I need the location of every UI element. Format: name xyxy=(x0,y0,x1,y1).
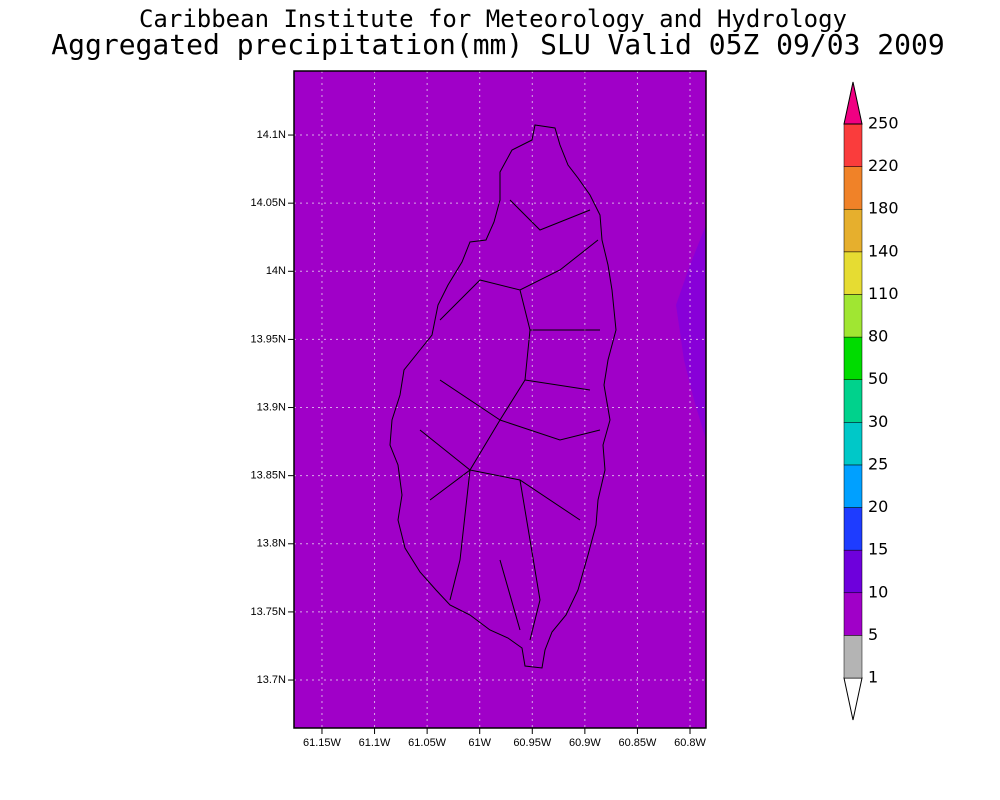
contour-region xyxy=(676,225,706,440)
colorbar-segment xyxy=(843,379,863,423)
colorbar-segment xyxy=(843,123,863,167)
coastline xyxy=(389,124,617,669)
x-tick-label: 60.8W xyxy=(674,737,706,749)
colorbar-segment xyxy=(843,294,863,338)
colorbar-label: 50 xyxy=(868,369,888,388)
island xyxy=(389,124,617,669)
colorbar-label: 15 xyxy=(868,540,888,559)
colorbar-label: 1 xyxy=(868,668,878,687)
x-tick-label: 60.85W xyxy=(618,737,657,749)
y-tick-label: 14.1N xyxy=(257,129,286,141)
x-tick-label: 60.95W xyxy=(513,737,552,749)
x-tick-label: 60.9W xyxy=(569,737,601,749)
y-tick-label: 13.95N xyxy=(251,333,287,345)
y-tick-label: 13.7N xyxy=(257,674,286,686)
colorbar-segment xyxy=(843,592,863,636)
title: Caribbean Institute for Meteorology and … xyxy=(139,5,847,33)
x-tick-label: 61.05W xyxy=(408,737,447,749)
y-tick-label: 13.85N xyxy=(251,470,287,482)
colorbar-label: 20 xyxy=(868,497,888,516)
colorbar-label: 180 xyxy=(868,199,899,218)
colorbar-extend-high xyxy=(843,81,863,125)
colorbar-segment xyxy=(843,336,863,380)
colorbar-label: 5 xyxy=(868,625,878,644)
y-tick-label: 13.9N xyxy=(257,401,286,413)
map-frame xyxy=(293,70,707,729)
colorbar-segment xyxy=(843,635,863,679)
colorbar-segment xyxy=(843,251,863,295)
colorbar-segment xyxy=(843,507,863,551)
colorbar-label: 10 xyxy=(868,582,888,601)
x-tick-label: 61.15W xyxy=(303,737,342,749)
axes: 61.15W 61.1W 61.05W 61W 60.95W 60.9W 60.85W 60.… xyxy=(251,129,707,749)
colorbar-label: 140 xyxy=(868,241,899,260)
colorbar-segment xyxy=(843,549,863,594)
colorbar-label: 80 xyxy=(868,327,888,346)
map-background xyxy=(294,71,706,728)
y-tick-label: 14.05N xyxy=(251,197,287,209)
subtitle: Aggregated precipitation(mm) SLU Valid 0… xyxy=(51,28,944,61)
colorbar-segment xyxy=(843,422,863,466)
colorbar-extend-low xyxy=(843,677,863,721)
y-tick-label: 13.8N xyxy=(257,538,286,550)
y-tick-label: 14N xyxy=(266,265,286,277)
y-tick-label: 13.75N xyxy=(251,606,287,618)
colorbar-label: 220 xyxy=(868,156,899,175)
x-tick-label: 61W xyxy=(468,737,491,749)
colorbar-segment xyxy=(843,208,863,253)
colorbar-segment xyxy=(843,166,863,210)
colorbar-label: 250 xyxy=(868,114,899,133)
rivers xyxy=(419,199,601,641)
colorbar-segment xyxy=(843,464,863,508)
x-tick-label: 61.1W xyxy=(359,737,391,749)
colorbar-label: 25 xyxy=(868,454,888,473)
colorbar-label: 110 xyxy=(868,284,899,303)
colorbar-label: 30 xyxy=(868,412,888,431)
